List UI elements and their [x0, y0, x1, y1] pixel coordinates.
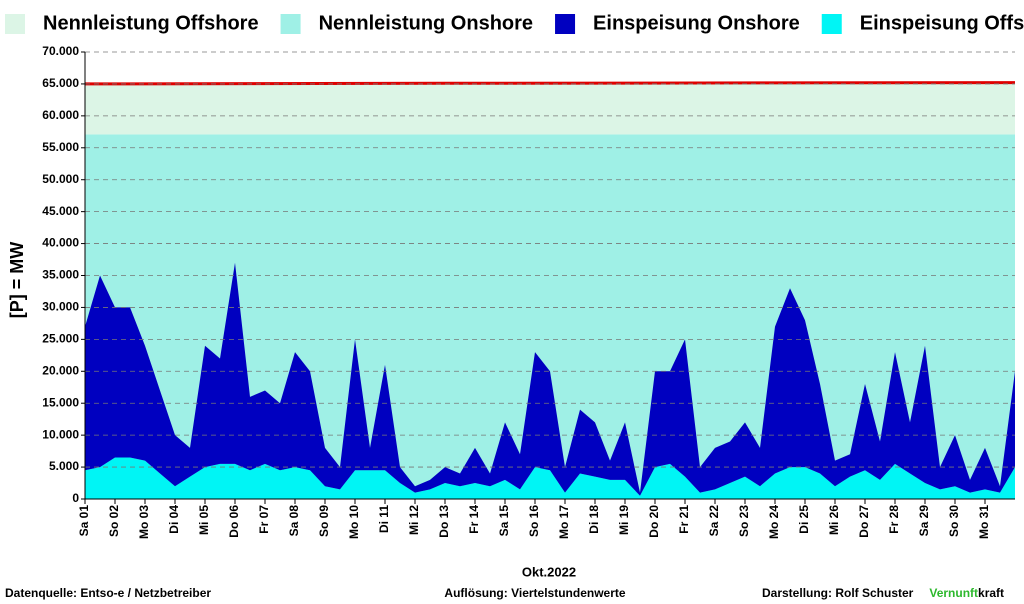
x-axis-label: Okt.2022 — [522, 564, 576, 579]
x-tick-label: Di 25 — [797, 505, 811, 534]
y-tick-label: 10.000 — [42, 427, 79, 441]
x-tick-label: Fr 21 — [677, 505, 691, 534]
x-tick-label: So 02 — [107, 505, 121, 537]
x-tick-label: Sa 22 — [707, 505, 721, 537]
y-tick-label: 45.000 — [42, 204, 79, 218]
footer-author: Darstellung: Rolf Schuster — [762, 586, 914, 600]
x-tick-label: Sa 08 — [287, 505, 301, 537]
y-tick-label: 15.000 — [42, 395, 79, 409]
x-tick-label: Fr 28 — [887, 505, 901, 534]
y-axis-label: [P] = MW — [7, 242, 27, 319]
x-tick-label: Mi 05 — [197, 505, 211, 535]
x-tick-label: Mo 24 — [767, 505, 781, 539]
legend-label: Einspeisung Offshore — [860, 12, 1024, 34]
legend-label: Einspeisung Onshore — [593, 12, 800, 34]
y-tick-label: 50.000 — [42, 172, 79, 186]
legend-label: Nennleistung Offshore — [43, 12, 259, 34]
y-tick-label: 40.000 — [42, 236, 79, 250]
x-tick-label: Do 27 — [857, 505, 871, 538]
y-tick-label: 20.000 — [42, 363, 79, 377]
legend-swatch — [821, 14, 842, 34]
legend-label: Nennleistung Onshore — [319, 12, 533, 34]
y-tick-label: 5.000 — [49, 459, 79, 473]
legend-swatch — [280, 14, 301, 34]
x-tick-label: Sa 01 — [77, 505, 91, 537]
x-tick-label: Mi 26 — [827, 505, 841, 535]
footer-source: Datenquelle: Entso-e / Netzbetreiber — [5, 586, 211, 600]
x-tick-label: Do 20 — [647, 505, 661, 538]
x-tick-label: Fr 07 — [257, 505, 271, 534]
y-tick-label: 25.000 — [42, 332, 79, 346]
area — [85, 457, 1015, 499]
x-tick-label: So 30 — [947, 505, 961, 537]
x-tick-label: Sa 15 — [497, 505, 511, 537]
footer-resolution: Auflösung: Viertelstundenwerte — [444, 586, 625, 600]
x-tick-label: So 23 — [737, 505, 751, 537]
x-tick-label: Mo 17 — [557, 505, 571, 539]
x-tick-label: Mi 19 — [617, 505, 631, 535]
x-tick-label: Do 13 — [437, 505, 451, 538]
brand-first: Vernunft — [929, 586, 978, 600]
y-tick-label: 65.000 — [42, 76, 79, 90]
area — [85, 82, 1015, 135]
legend-swatch — [555, 14, 576, 34]
x-tick-label: Mi 12 — [407, 505, 421, 535]
x-tick-label: Fr 14 — [467, 505, 481, 534]
y-tick-label: 60.000 — [42, 108, 79, 122]
footer-credit: Darstellung: Rolf Schuster Vernunftkraft — [762, 586, 1004, 600]
x-tick-label: So 09 — [317, 505, 331, 537]
y-tick-label: 55.000 — [42, 140, 79, 154]
x-tick-label: Mo 10 — [347, 505, 361, 539]
brand-second: kraft — [978, 586, 1004, 600]
x-tick-label: Do 06 — [227, 505, 241, 538]
x-tick-label: Di 18 — [587, 505, 601, 534]
legend-swatch — [5, 14, 25, 34]
x-tick-label: Di 04 — [167, 505, 181, 534]
y-tick-label: 0 — [72, 491, 79, 505]
x-tick-label: Di 11 — [377, 505, 391, 533]
y-tick-label: 35.000 — [42, 268, 79, 282]
x-tick-label: Sa 29 — [917, 505, 931, 537]
area — [85, 262, 1015, 496]
y-tick-label: 70.000 — [42, 44, 79, 58]
x-tick-label: Mo 31 — [977, 505, 991, 539]
x-tick-label: Mo 03 — [137, 505, 151, 539]
x-tick-label: So 16 — [527, 505, 541, 537]
y-tick-label: 30.000 — [42, 300, 79, 314]
